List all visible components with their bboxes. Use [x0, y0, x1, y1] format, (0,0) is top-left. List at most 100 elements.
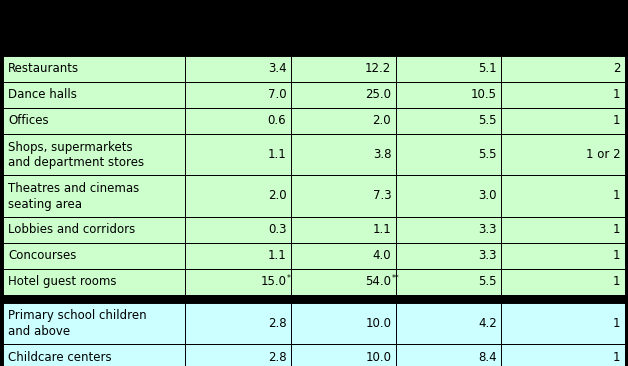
Text: 2.8: 2.8 — [268, 317, 286, 330]
Text: 1: 1 — [613, 89, 620, 101]
Text: 1: 1 — [613, 351, 620, 363]
Bar — [501, 303, 625, 344]
Bar — [291, 217, 396, 243]
Bar — [396, 134, 501, 175]
Bar — [185, 56, 291, 82]
Text: 1: 1 — [613, 317, 620, 330]
Text: 10.5: 10.5 — [471, 89, 497, 101]
Bar — [291, 82, 396, 108]
Bar — [3, 344, 185, 366]
Text: 1: 1 — [613, 249, 620, 262]
Bar — [3, 134, 185, 175]
Text: 15.0: 15.0 — [261, 275, 286, 288]
Text: 7.0: 7.0 — [268, 89, 286, 101]
Text: Shops, supermarkets: Shops, supermarkets — [8, 141, 133, 154]
Bar — [291, 56, 396, 82]
Bar — [396, 303, 501, 344]
Bar — [396, 175, 501, 217]
Bar — [3, 175, 185, 217]
Text: 2: 2 — [613, 63, 620, 75]
Bar — [291, 243, 396, 269]
Text: 10.0: 10.0 — [365, 351, 391, 363]
Text: 2.0: 2.0 — [268, 190, 286, 202]
Bar — [501, 217, 625, 243]
Text: Hotel guest rooms: Hotel guest rooms — [8, 275, 117, 288]
Bar — [396, 344, 501, 366]
Text: 1: 1 — [613, 275, 620, 288]
Text: 0.3: 0.3 — [268, 223, 286, 236]
Text: 3.4: 3.4 — [268, 63, 286, 75]
Text: 1: 1 — [613, 115, 620, 127]
Bar — [291, 303, 396, 344]
Text: 3.3: 3.3 — [479, 249, 497, 262]
Bar — [291, 344, 396, 366]
Bar — [291, 108, 396, 134]
Bar — [3, 108, 185, 134]
Bar — [185, 303, 291, 344]
Bar — [501, 344, 625, 366]
Text: 1.1: 1.1 — [268, 148, 286, 161]
Bar — [291, 269, 396, 295]
Text: 3.3: 3.3 — [479, 223, 497, 236]
Text: 25.0: 25.0 — [365, 89, 391, 101]
Text: Offices: Offices — [8, 115, 49, 127]
Text: 1.1: 1.1 — [372, 223, 391, 236]
Text: Childcare centers: Childcare centers — [8, 351, 112, 363]
Text: Dance halls: Dance halls — [8, 89, 77, 101]
Text: Concourses: Concourses — [8, 249, 77, 262]
Text: 54.0: 54.0 — [365, 275, 391, 288]
Text: and department stores: and department stores — [8, 156, 144, 169]
Text: seating area: seating area — [8, 198, 82, 211]
Text: 1: 1 — [613, 190, 620, 202]
Text: Theatres and cinemas: Theatres and cinemas — [8, 182, 139, 195]
Bar — [3, 243, 185, 269]
Bar — [3, 217, 185, 243]
Text: 7.3: 7.3 — [372, 190, 391, 202]
Bar — [501, 175, 625, 217]
Text: Primary school children: Primary school children — [8, 309, 147, 322]
Bar — [501, 56, 625, 82]
Text: Restaurants: Restaurants — [8, 63, 79, 75]
Bar — [291, 175, 396, 217]
Text: 2.8: 2.8 — [268, 351, 286, 363]
Text: 10.0: 10.0 — [365, 317, 391, 330]
Bar — [185, 269, 291, 295]
Bar — [3, 303, 185, 344]
Text: 5.1: 5.1 — [478, 63, 497, 75]
Text: 1: 1 — [613, 223, 620, 236]
Bar — [396, 269, 501, 295]
Text: 1 or 2: 1 or 2 — [586, 148, 620, 161]
Bar — [501, 82, 625, 108]
Bar — [396, 217, 501, 243]
Bar — [396, 108, 501, 134]
Bar — [501, 134, 625, 175]
Bar — [185, 344, 291, 366]
Text: 5.5: 5.5 — [479, 115, 497, 127]
Bar — [3, 269, 185, 295]
Bar — [501, 243, 625, 269]
Bar — [3, 56, 185, 82]
Text: 1.1: 1.1 — [268, 249, 286, 262]
Text: 4.0: 4.0 — [372, 249, 391, 262]
Bar — [185, 134, 291, 175]
Text: Lobbies and corridors: Lobbies and corridors — [8, 223, 136, 236]
Bar — [185, 217, 291, 243]
Bar — [396, 82, 501, 108]
Text: 0.6: 0.6 — [268, 115, 286, 127]
Text: 5.5: 5.5 — [479, 148, 497, 161]
Text: 3.0: 3.0 — [479, 190, 497, 202]
Bar — [185, 82, 291, 108]
Text: 12.2: 12.2 — [365, 63, 391, 75]
Bar — [396, 243, 501, 269]
Text: 3.8: 3.8 — [373, 148, 391, 161]
Text: 8.4: 8.4 — [478, 351, 497, 363]
Bar — [185, 108, 291, 134]
Bar — [185, 243, 291, 269]
Text: 2.0: 2.0 — [372, 115, 391, 127]
Bar — [185, 175, 291, 217]
Text: 4.2: 4.2 — [478, 317, 497, 330]
Text: and above: and above — [8, 325, 70, 338]
Bar — [501, 269, 625, 295]
Bar — [291, 134, 396, 175]
Bar — [396, 56, 501, 82]
